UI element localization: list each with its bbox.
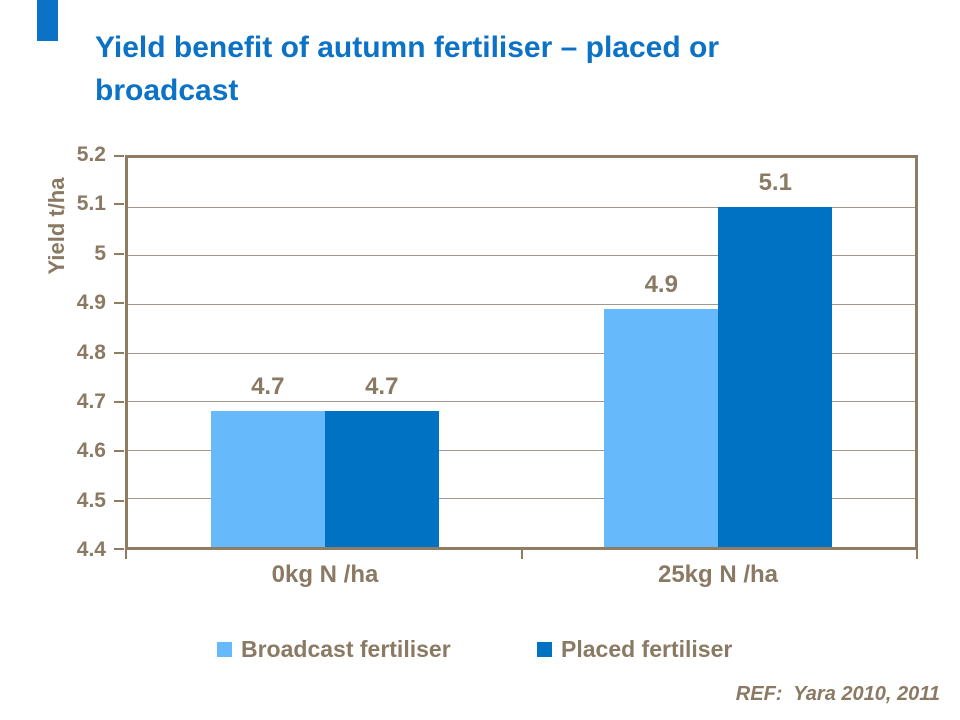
y-tick-mark [114, 450, 124, 453]
chart-title-line1: Yield benefit of autumn fertiliser – pla… [95, 31, 720, 64]
legend-swatch-icon [537, 642, 552, 657]
y-tick-mark [114, 302, 124, 305]
legend-item-placed: Placed fertiliser [537, 638, 732, 661]
y-tick-label: 4.6 [76, 439, 106, 463]
x-tick-mark [125, 550, 127, 559]
bar-placed-1 [718, 206, 833, 547]
y-tick-mark [114, 252, 124, 255]
x-tick-mark [521, 550, 523, 559]
y-tick-label: 5.1 [76, 192, 106, 216]
gridline [128, 401, 915, 402]
bar-placed-0 [324, 410, 439, 547]
y-axis-tick-labels: 5.2 5.1 5 4.9 4.8 4.7 4.6 4.5 4.4 [0, 144, 106, 561]
y-tick-label: 5.2 [76, 143, 106, 166]
y-tick-mark [114, 499, 124, 502]
bar-value-label: 4.7 [365, 372, 399, 400]
y-tick-mark [114, 548, 124, 550]
x-axis-category-labels: 0kg N /ha 25kg N /ha [128, 561, 915, 591]
x-axis-tick-marks [125, 550, 918, 559]
y-tick-label: 4.4 [76, 538, 106, 561]
legend-label: Broadcast fertiliser [241, 636, 451, 662]
category-label-0: 0kg N /ha [271, 561, 379, 588]
x-tick-mark [916, 550, 918, 559]
plot-area: 4.7 4.7 4.9 5.1 [125, 155, 918, 550]
category-label-1: 25kg N /ha [657, 561, 779, 588]
bar-broadcast-1 [604, 308, 719, 547]
bar-value-label: 4.7 [251, 372, 285, 400]
gridline [128, 353, 915, 354]
y-tick-mark [114, 203, 124, 206]
bar-value-label: 5.1 [758, 168, 792, 196]
y-tick-label: 4.9 [76, 291, 106, 315]
gridline [128, 498, 915, 499]
legend-label: Placed fertiliser [561, 636, 733, 662]
chart-title-line2: broadcast [95, 74, 239, 107]
brand-accent-bar [37, 0, 58, 41]
y-tick-mark [114, 155, 124, 157]
legend-swatch-icon [217, 642, 232, 657]
y-tick-label: 4.5 [76, 488, 106, 512]
bar-value-label: 4.9 [644, 270, 678, 298]
legend-item-broadcast: Broadcast fertiliser [217, 638, 451, 661]
gridline [128, 304, 915, 305]
y-tick-mark [114, 400, 124, 403]
y-tick-label: 5 [94, 241, 106, 265]
y-tick-label: 4.8 [76, 340, 106, 364]
gridline [128, 255, 915, 256]
gridline [128, 207, 915, 208]
gridline [128, 450, 915, 451]
y-tick-mark [114, 351, 124, 354]
chart-title: Yield benefit of autumn fertiliser – pla… [95, 26, 855, 112]
y-axis-tick-marks [114, 155, 124, 552]
bar-broadcast-0 [210, 410, 325, 547]
y-tick-label: 4.7 [76, 389, 106, 413]
reference-text: REF: Yara 2010, 2011 [735, 683, 940, 705]
